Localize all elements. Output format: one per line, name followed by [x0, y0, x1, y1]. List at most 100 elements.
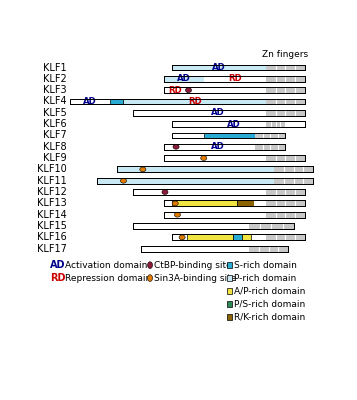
Bar [164, 200, 305, 206]
Bar [172, 121, 305, 127]
Ellipse shape [120, 178, 126, 183]
Bar [133, 110, 171, 116]
Ellipse shape [179, 235, 185, 240]
Bar [274, 178, 313, 184]
Bar [171, 110, 266, 116]
Bar [266, 121, 285, 127]
Text: Activation domain: Activation domain [65, 261, 148, 270]
Ellipse shape [147, 262, 152, 268]
Text: KLF2: KLF2 [43, 74, 67, 84]
Text: KLF14: KLF14 [37, 210, 67, 220]
Bar [249, 223, 293, 229]
Bar [164, 212, 305, 218]
Bar [227, 275, 232, 281]
Bar [172, 234, 305, 240]
Bar [164, 87, 305, 93]
Bar [141, 246, 288, 252]
Text: KLF17: KLF17 [37, 244, 67, 254]
Bar [201, 121, 266, 127]
Bar [172, 64, 266, 70]
Bar [164, 155, 305, 161]
Text: RD: RD [188, 97, 202, 106]
Bar [164, 76, 305, 82]
Text: KLF3: KLF3 [43, 85, 67, 95]
Bar [249, 246, 288, 252]
Ellipse shape [185, 88, 192, 92]
Bar [164, 155, 305, 161]
Bar [133, 110, 305, 116]
Bar [133, 223, 294, 229]
Bar [124, 98, 266, 104]
Text: KLF12: KLF12 [37, 187, 67, 197]
Bar [133, 189, 305, 195]
Bar [172, 132, 285, 138]
Text: AD: AD [212, 63, 226, 72]
Bar [237, 200, 253, 206]
Text: KLF6: KLF6 [43, 119, 67, 129]
Text: AD: AD [83, 97, 96, 106]
Bar [255, 144, 285, 150]
Bar [116, 166, 313, 172]
Bar [164, 76, 204, 82]
Bar [266, 212, 305, 218]
Bar [266, 98, 305, 104]
Bar [242, 234, 251, 240]
Text: AD: AD [211, 142, 225, 151]
Text: KLF16: KLF16 [37, 232, 67, 242]
Bar [274, 166, 313, 172]
Bar [116, 166, 313, 172]
Bar [227, 262, 232, 268]
Bar [164, 144, 285, 150]
Text: R/K-rich domain: R/K-rich domain [235, 312, 306, 321]
Bar [227, 314, 232, 320]
Bar [164, 87, 305, 93]
Bar [233, 234, 242, 240]
Text: KLF15: KLF15 [37, 221, 67, 231]
Bar [172, 64, 305, 70]
Text: Repression domain: Repression domain [65, 274, 152, 282]
Bar [164, 144, 285, 150]
Text: KLF7: KLF7 [43, 130, 67, 140]
Ellipse shape [174, 212, 181, 217]
Text: P/S-rich domain: P/S-rich domain [235, 300, 306, 308]
Bar [172, 200, 237, 206]
Bar [187, 234, 233, 240]
Bar [97, 178, 313, 184]
Ellipse shape [162, 190, 168, 194]
Bar [227, 301, 232, 307]
Bar [284, 234, 305, 240]
Bar [227, 288, 232, 294]
Bar [110, 98, 124, 104]
Bar [70, 98, 305, 104]
Bar [70, 98, 110, 104]
Bar [172, 132, 285, 138]
Text: P-rich domain: P-rich domain [235, 274, 297, 282]
Bar [172, 132, 204, 138]
Text: A/P-rich domain: A/P-rich domain [235, 286, 306, 296]
Bar [116, 166, 274, 172]
Bar [266, 87, 305, 93]
Text: KLF11: KLF11 [37, 176, 67, 186]
Bar [295, 200, 305, 206]
Text: Sin3A-binding site: Sin3A-binding site [154, 274, 237, 282]
Text: CtBP-binding site: CtBP-binding site [154, 261, 232, 270]
Ellipse shape [172, 201, 178, 206]
Text: Zn fingers: Zn fingers [262, 50, 308, 59]
Text: KLF4: KLF4 [43, 96, 67, 106]
Bar [266, 76, 305, 82]
Bar [141, 246, 288, 252]
Text: RD: RD [50, 273, 66, 283]
Text: KLF5: KLF5 [43, 108, 67, 118]
Bar [133, 223, 294, 229]
Text: AD: AD [50, 260, 66, 270]
Bar [70, 98, 305, 104]
Bar [266, 64, 305, 70]
Text: AD: AD [227, 120, 240, 129]
Bar [164, 76, 305, 82]
Bar [255, 132, 285, 138]
Bar [253, 200, 266, 206]
Bar [172, 121, 305, 127]
Bar [133, 189, 305, 195]
Text: S-rich domain: S-rich domain [235, 261, 297, 270]
Bar [164, 212, 305, 218]
